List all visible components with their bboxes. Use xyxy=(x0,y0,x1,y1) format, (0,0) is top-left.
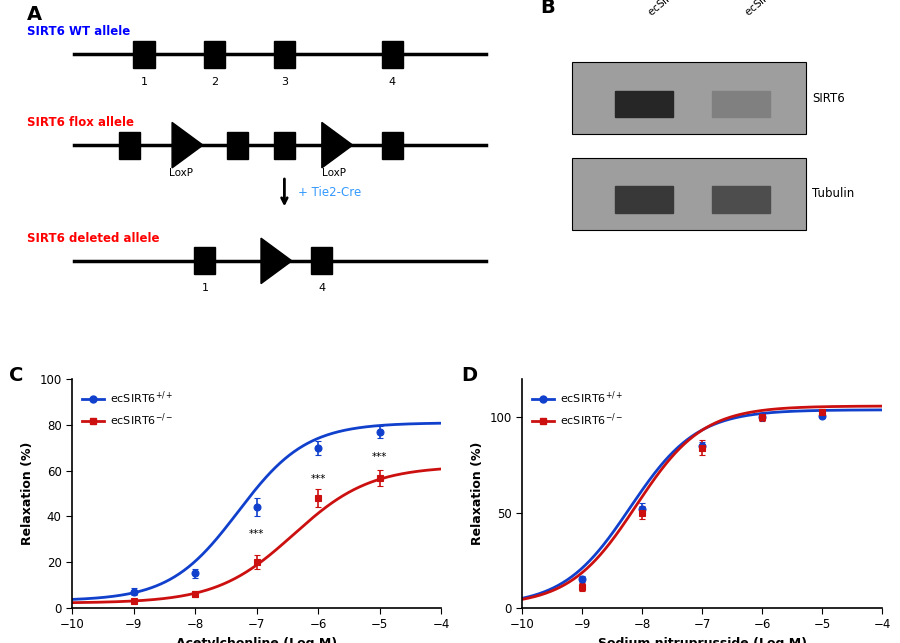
Bar xyxy=(311,248,332,275)
Text: LoxP: LoxP xyxy=(321,168,346,177)
Text: LoxP: LoxP xyxy=(169,168,194,177)
Polygon shape xyxy=(322,122,353,168)
Bar xyxy=(382,132,402,159)
Text: C: C xyxy=(9,366,23,385)
Y-axis label: Relaxation (%): Relaxation (%) xyxy=(21,442,34,545)
Text: Tubulin: Tubulin xyxy=(812,187,854,200)
Text: A: A xyxy=(27,5,42,24)
Text: 3: 3 xyxy=(281,77,288,87)
Y-axis label: Relaxation (%): Relaxation (%) xyxy=(471,442,484,545)
Legend: ecSIRT6$^{+/+}$, ecSIRT6$^{-/-}$: ecSIRT6$^{+/+}$, ecSIRT6$^{-/-}$ xyxy=(77,385,177,433)
Text: 1: 1 xyxy=(140,77,148,87)
Text: + Tie2-Cre: + Tie2-Cre xyxy=(299,186,362,199)
Bar xyxy=(712,186,770,212)
Bar xyxy=(382,41,402,68)
Text: ***: *** xyxy=(310,475,326,484)
Text: B: B xyxy=(540,0,554,17)
Legend: ecSIRT6$^{+/+}$, ecSIRT6$^{-/-}$: ecSIRT6$^{+/+}$, ecSIRT6$^{-/-}$ xyxy=(527,385,627,433)
Bar xyxy=(120,132,140,159)
Bar xyxy=(572,158,806,230)
Text: SIRT6 flox allele: SIRT6 flox allele xyxy=(27,116,134,129)
Text: SIRT6 deleted allele: SIRT6 deleted allele xyxy=(27,231,159,244)
Text: SIRT6 WT allele: SIRT6 WT allele xyxy=(27,25,130,38)
Text: ***: *** xyxy=(248,529,265,539)
Polygon shape xyxy=(172,122,203,168)
Bar xyxy=(615,91,673,117)
Bar xyxy=(572,62,806,134)
Text: SIRT6: SIRT6 xyxy=(812,92,845,105)
Bar xyxy=(227,132,248,159)
Bar xyxy=(194,248,215,275)
Text: ecSIRT6$^{-/-}$: ecSIRT6$^{-/-}$ xyxy=(741,0,795,19)
Text: 2: 2 xyxy=(211,77,218,87)
Bar xyxy=(615,186,673,212)
Text: D: D xyxy=(461,366,477,385)
Bar xyxy=(203,41,225,68)
X-axis label: Acetylchonline (Log M): Acetylchonline (Log M) xyxy=(176,637,338,643)
Bar xyxy=(274,41,295,68)
Text: ***: *** xyxy=(372,451,387,462)
Polygon shape xyxy=(261,238,292,284)
Text: ecSIRT6$^{+/+}$: ecSIRT6$^{+/+}$ xyxy=(644,0,698,19)
Bar xyxy=(712,91,770,117)
Text: 1: 1 xyxy=(202,284,208,293)
X-axis label: Sodium nitruprusside (Log M): Sodium nitruprusside (Log M) xyxy=(598,637,806,643)
Bar xyxy=(133,41,155,68)
Text: 4: 4 xyxy=(389,77,396,87)
Bar xyxy=(274,132,295,159)
Text: 4: 4 xyxy=(319,284,326,293)
